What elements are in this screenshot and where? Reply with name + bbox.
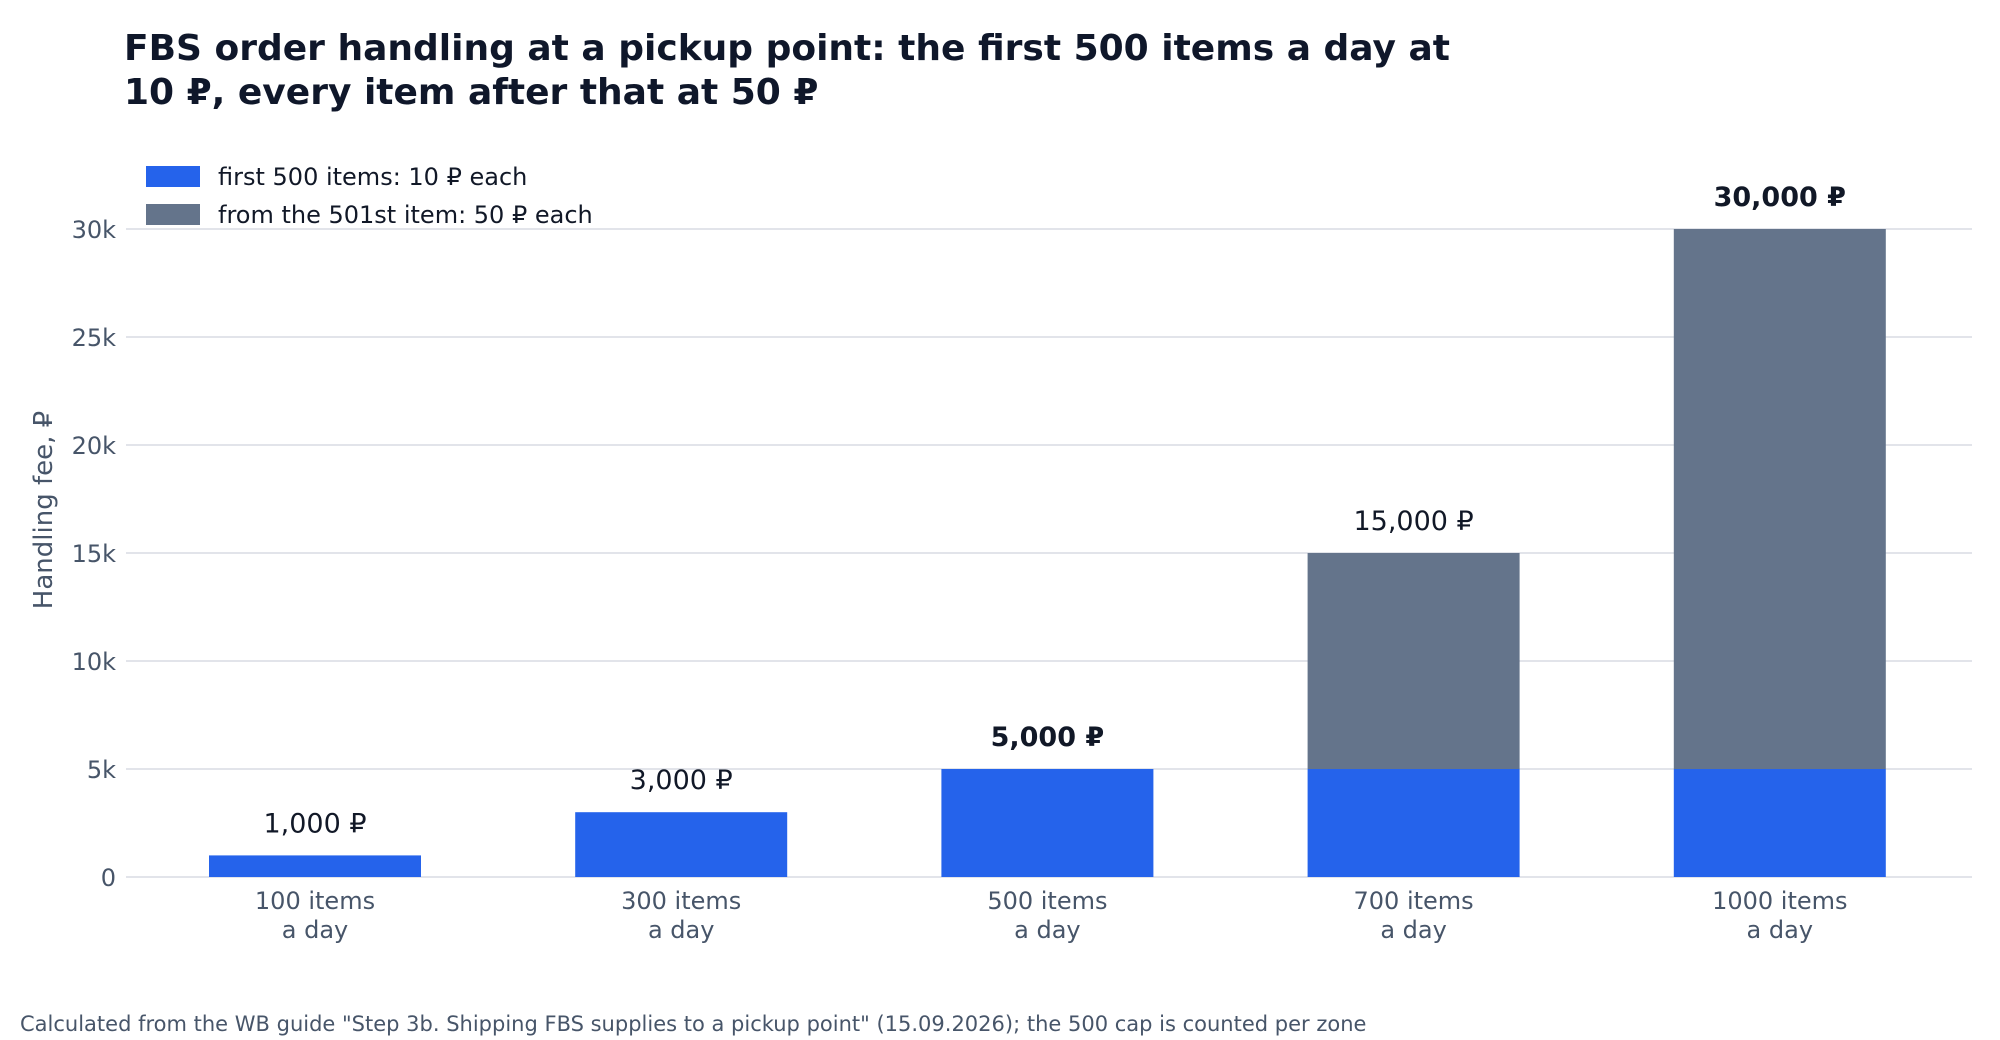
legend-swatch [146,166,200,187]
x-tick-label: 100 items [255,887,375,915]
chart-title: FBS order handling at a pickup point: th… [124,28,1450,113]
y-tick-label: 10k [72,648,117,676]
bar-total-label: 30,000 ₽ [1714,182,1846,213]
bar-total-label: 5,000 ₽ [991,722,1105,753]
legend-label: first 500 items: 10 ₽ each [218,163,527,191]
chart-title-line: FBS order handling at a pickup point: th… [124,28,1450,69]
legend-swatch [146,204,200,225]
y-tick-label: 30k [72,216,117,244]
bar-segment-base [1307,769,1520,877]
bar-segment-base [575,812,788,877]
x-tick-label: a day [648,916,714,944]
x-tick-label: 500 items [987,887,1107,915]
x-tick-label: 1000 items [1712,887,1847,915]
y-tick-label: 0 [101,864,116,892]
bar-total-label: 3,000 ₽ [630,765,733,796]
y-tick-label: 5k [87,756,116,784]
bar-segment-base [941,769,1154,877]
x-tick-label: a day [1380,916,1446,944]
chart-title-line: 10 ₽, every item after that at 50 ₽ [124,72,818,113]
x-tick-label: 300 items [621,887,741,915]
legend: first 500 items: 10 ₽ each from the 501st… [146,163,593,229]
x-tick-label: a day [282,916,348,944]
x-tick-label: 700 items [1354,887,1474,915]
bar-segment-base [1673,769,1886,877]
y-tick-label: 25k [72,324,117,352]
footnote: Calculated from the WB guide "Step 3b. S… [20,1012,1366,1036]
bar-total-label: 1,000 ₽ [263,808,366,839]
y-axis-ticks: 0 5k 10k 15k 20k 25k 30k [72,216,117,892]
y-axis-title: Handling fee, ₽ [29,411,59,609]
x-tick-label: a day [1014,916,1080,944]
bar-segment-extra [1307,553,1520,769]
legend-label: from the 501st item: 50 ₽ each [218,201,593,229]
data-labels: 1,000 ₽ 3,000 ₽ 5,000 ₽ 15,000 ₽ 30,000 ₽ [263,182,1846,839]
y-tick-label: 20k [72,432,117,460]
x-tick-label: a day [1747,916,1813,944]
bar-total-label: 15,000 ₽ [1353,506,1473,537]
bar-segment-extra [1673,229,1886,769]
bar-segment-base [209,855,421,877]
gridlines [126,228,1972,878]
y-tick-label: 15k [72,540,117,568]
bars [209,229,1886,877]
